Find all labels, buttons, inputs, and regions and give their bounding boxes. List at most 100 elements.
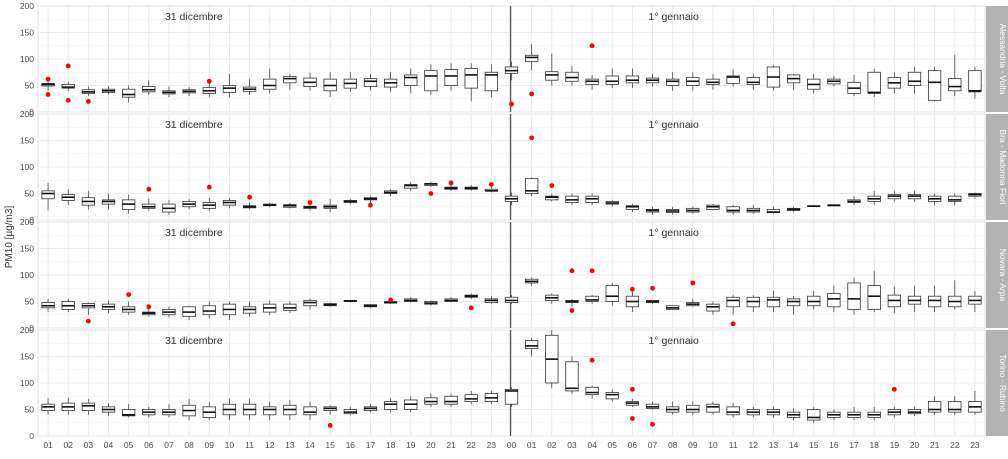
box-hour-07 [645,73,660,87]
box-hour-00 [504,295,519,305]
y-tick-label: 50 [25,297,35,307]
x-tick-label: 13 [769,440,779,450]
box-hour-06 [142,198,156,211]
box-hour-05 [122,301,136,315]
x-tick-label: 08 [668,440,678,450]
box-body [484,71,498,92]
y-tick-label: 200 [20,109,34,119]
box-body [525,340,539,349]
box-hour-20 [907,285,922,313]
box-body [504,388,519,405]
box-body [263,406,277,416]
box-hour-05 [122,194,136,214]
y-tick-label: 150 [20,136,34,146]
box-hour-05 [605,389,619,402]
box-hour-18 [383,189,398,197]
box-hour-21 [444,63,458,91]
box-hour-23 [968,290,982,313]
box-hour-16 [343,72,357,92]
box-body [263,78,277,90]
outlier-point [206,184,212,190]
x-tick-label: 09 [205,440,215,450]
box-hour-15 [323,198,337,213]
box-hour-19 [887,406,901,418]
box-body [565,361,579,392]
panel-2: 0 50 100 150 200 31 dicembre 1° gennaio Bra - M… [20,109,1008,225]
y-tick-label: 150 [20,244,34,254]
outlier-point [448,180,454,186]
box-hour-13 [766,406,781,418]
outlier-point [509,101,514,107]
annotation-1-gennaio: 1° gennaio [649,119,699,131]
box-hour-18 [867,406,881,421]
box-hour-06 [142,309,156,317]
box-hour-19 [404,396,418,413]
box-hour-21 [927,285,942,313]
box-hour-06 [625,398,640,407]
box-body [766,296,781,308]
box-hour-09 [202,301,216,319]
box-body [907,71,922,86]
box-hour-18 [383,397,398,413]
box-hour-05 [122,85,136,103]
box-hour-14 [303,203,317,211]
y-tick-label: 100 [20,270,34,280]
box-body [706,403,720,413]
y-tick-label: 50 [25,81,35,91]
box-hour-06 [142,80,156,96]
facet-strip-label: Torino - Rubino [998,354,1008,412]
box-hour-22 [948,396,962,415]
box-hour-04 [101,300,116,314]
y-tick-label: 100 [20,162,34,172]
facet-strip-label: Novara - Arpa [998,249,1008,302]
y-tick-label: 0 [29,215,34,225]
x-tick-label: 23 [970,440,980,450]
box-hour-13 [766,290,781,313]
box-hour-04 [101,193,116,210]
box-hour-08 [182,87,196,97]
box-hour-16 [827,409,841,421]
box-hour-08 [182,198,196,210]
box-hour-12 [263,300,277,315]
box-hour-23 [484,390,498,405]
box-hour-23 [968,66,982,99]
annotation-1-gennaio: 1° gennaio [649,11,699,23]
box-hour-10 [706,301,720,315]
box-body [605,285,619,302]
x-tick-label: 17 [849,440,859,450]
box-hour-17 [363,196,378,205]
outlier-point [45,76,51,82]
x-tick-label: 13 [285,440,295,450]
box-body [827,293,841,308]
x-tick-label: 14 [789,440,799,450]
box-hour-11 [242,301,257,317]
outlier-point [85,318,91,324]
box-hour-11 [242,398,257,421]
box-hour-02 [61,298,75,313]
facet-strip [986,330,1008,436]
x-tick-label: 22 [950,440,960,450]
box-hour-04 [585,385,599,399]
outlier-point [126,292,132,298]
x-tick-label: 02 [547,440,557,450]
box-hour-19 [887,190,901,202]
y-tick-label: 200 [20,217,34,227]
box-hour-04 [101,403,116,416]
box-hour-09 [202,197,216,211]
box-hour-17 [847,74,861,97]
box-body [525,54,539,63]
box-hour-15 [807,205,821,208]
x-tick-label: 05 [124,440,134,450]
panel-1: 0 50 100 150 200 31 dicembre 1° gennaio Alessan… [20,1,1008,117]
box-hour-11 [242,203,257,210]
x-tick-label: 07 [164,440,174,450]
outlier-point [65,97,71,103]
box-hour-09 [686,298,700,307]
box-hour-21 [927,396,942,415]
annotation-1-gennaio: 1° gennaio [649,227,699,239]
box-hour-06 [625,68,640,89]
x-tick-label: 00 [507,440,517,450]
box-body [726,206,740,213]
box-body [525,178,539,194]
box-hour-17 [363,304,378,308]
